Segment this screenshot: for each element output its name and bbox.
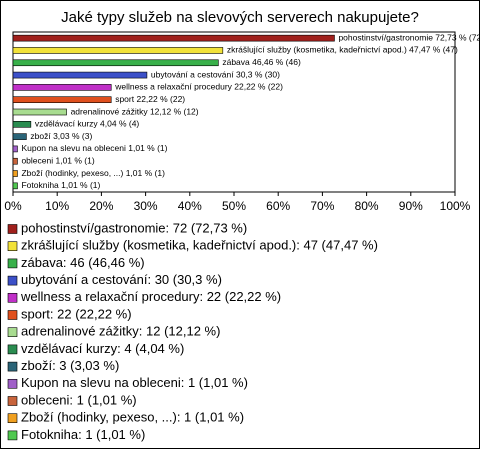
x-tick-label: 0% bbox=[4, 199, 22, 213]
bar bbox=[12, 96, 112, 103]
legend-swatch bbox=[7, 241, 18, 251]
legend-label: Kupon na slevu na obleceni: 1 (1,01 %) bbox=[21, 375, 248, 390]
data-label: zboží 3,03 % (3) bbox=[30, 131, 92, 141]
chart-title: Jaké typy služeb na slevových serverech … bbox=[61, 9, 419, 26]
legend-swatch bbox=[7, 275, 18, 286]
data-label: obleceni 1,01 % (1) bbox=[21, 155, 94, 165]
bar bbox=[12, 133, 27, 140]
data-label: Kupon na slevu na obleceni 1,01 % (1) bbox=[21, 143, 167, 153]
data-label: ubytování a cestování 30,3 % (30) bbox=[151, 69, 280, 79]
data-label: zkrášlující služby (kosmetika, kadeřnict… bbox=[227, 45, 458, 55]
bar bbox=[12, 84, 112, 91]
data-label: Zboží (hodinky, pexeso, ...) 1,01 % (1) bbox=[21, 168, 165, 178]
data-label: pohostinství/gastronomie 72,73 % (72) bbox=[338, 32, 480, 42]
bar bbox=[12, 182, 18, 190]
x-tick-label: 70% bbox=[310, 199, 334, 213]
x-tick-label: 50% bbox=[222, 199, 246, 213]
x-tick-label: 100% bbox=[440, 199, 471, 213]
legend-label: obleceni: 1 (1,01 %) bbox=[21, 392, 137, 407]
legend-swatch bbox=[7, 310, 18, 320]
data-label: vzdělávací kurzy 4,04 % (4) bbox=[35, 119, 140, 129]
legend-swatch bbox=[7, 327, 18, 338]
x-tick-label: 40% bbox=[178, 199, 202, 213]
legend-swatch bbox=[7, 430, 18, 441]
bar bbox=[12, 157, 18, 165]
legend-swatch bbox=[7, 292, 18, 303]
legend-label: pohostinství/gastronomie: 72 (72,73 %) bbox=[21, 220, 247, 235]
data-label: zábava 46,46 % (46) bbox=[222, 57, 301, 67]
legend-swatch bbox=[7, 361, 18, 372]
legend-swatch bbox=[7, 224, 18, 234]
legend-label: wellness a relaxační procedury: 22 (22,2… bbox=[20, 289, 281, 304]
bar bbox=[12, 145, 18, 153]
bar bbox=[12, 170, 18, 177]
x-tick-label: 20% bbox=[89, 199, 113, 213]
legend-label: zkrášlující služby (kosmetika, kadeřnict… bbox=[21, 238, 378, 253]
bar bbox=[12, 47, 224, 54]
legend-swatch bbox=[7, 396, 18, 406]
legend-label: vzdělávací kurzy: 4 (4,04 %) bbox=[21, 341, 184, 356]
data-label: adrenalinové zážitky 12,12 % (12) bbox=[71, 106, 199, 116]
x-tick-label: 30% bbox=[134, 199, 158, 213]
data-label: sport 22,22 % (22) bbox=[115, 94, 185, 104]
legend-swatch bbox=[7, 258, 18, 269]
legend-label: zábava: 46 (46,46 %) bbox=[21, 255, 145, 270]
legend-label: sport: 22 (22,22 %) bbox=[21, 306, 132, 321]
legend-swatch bbox=[7, 378, 18, 389]
bar bbox=[12, 59, 219, 67]
bar bbox=[12, 108, 67, 116]
bar bbox=[12, 121, 32, 128]
bar bbox=[12, 34, 335, 42]
x-tick-label: 10% bbox=[45, 199, 69, 213]
legend-swatch bbox=[7, 344, 18, 355]
bar bbox=[12, 71, 148, 79]
legend-label: ubytování a cestování: 30 (30,3 %) bbox=[21, 272, 222, 287]
legend-label: zboží: 3 (3,03 %) bbox=[21, 358, 119, 373]
x-tick-label: 90% bbox=[399, 199, 423, 213]
data-label: wellness a relaxační procedury 22,22 % (… bbox=[114, 82, 283, 92]
legend-label: Zboží (hodinky, pexeso, ...): 1 (1,01 %) bbox=[21, 410, 244, 425]
legend-label: adrenalinové zážitky: 12 (12,12 %) bbox=[21, 324, 220, 339]
data-label: Fotokniha 1,01 % (1) bbox=[21, 180, 100, 190]
x-tick-label: 80% bbox=[355, 199, 379, 213]
legend-label: Fotokniha: 1 (1,01 %) bbox=[21, 427, 145, 442]
x-tick-label: 60% bbox=[266, 199, 290, 213]
legend-swatch bbox=[7, 413, 18, 424]
